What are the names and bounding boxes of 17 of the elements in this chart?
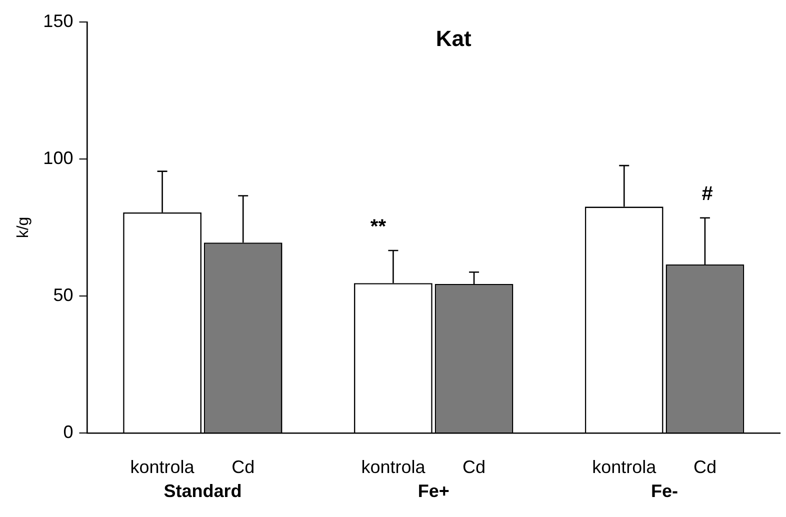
text: Cd: [462, 456, 486, 477]
text: Cd: [693, 456, 716, 477]
series-label: kontrola: [130, 456, 196, 477]
y-tick-label: 0: [63, 422, 74, 442]
text: kontrola: [361, 456, 426, 477]
annotation: #: [702, 183, 713, 206]
annotation: **: [370, 216, 386, 238]
x-tick-label: Standard: [164, 480, 242, 501]
text: kontrola: [592, 456, 656, 477]
series-label: Cd: [232, 456, 255, 477]
y-tick-label: 100: [43, 148, 74, 168]
chart-title: Kat: [436, 26, 472, 52]
x-tick-label: Fe-: [651, 480, 678, 501]
y-tick-label: 50: [53, 284, 74, 305]
y-axis-title: k/g: [15, 216, 32, 238]
y-tick-label: 150: [43, 10, 74, 31]
x-tick-label: Fe+: [418, 480, 450, 501]
